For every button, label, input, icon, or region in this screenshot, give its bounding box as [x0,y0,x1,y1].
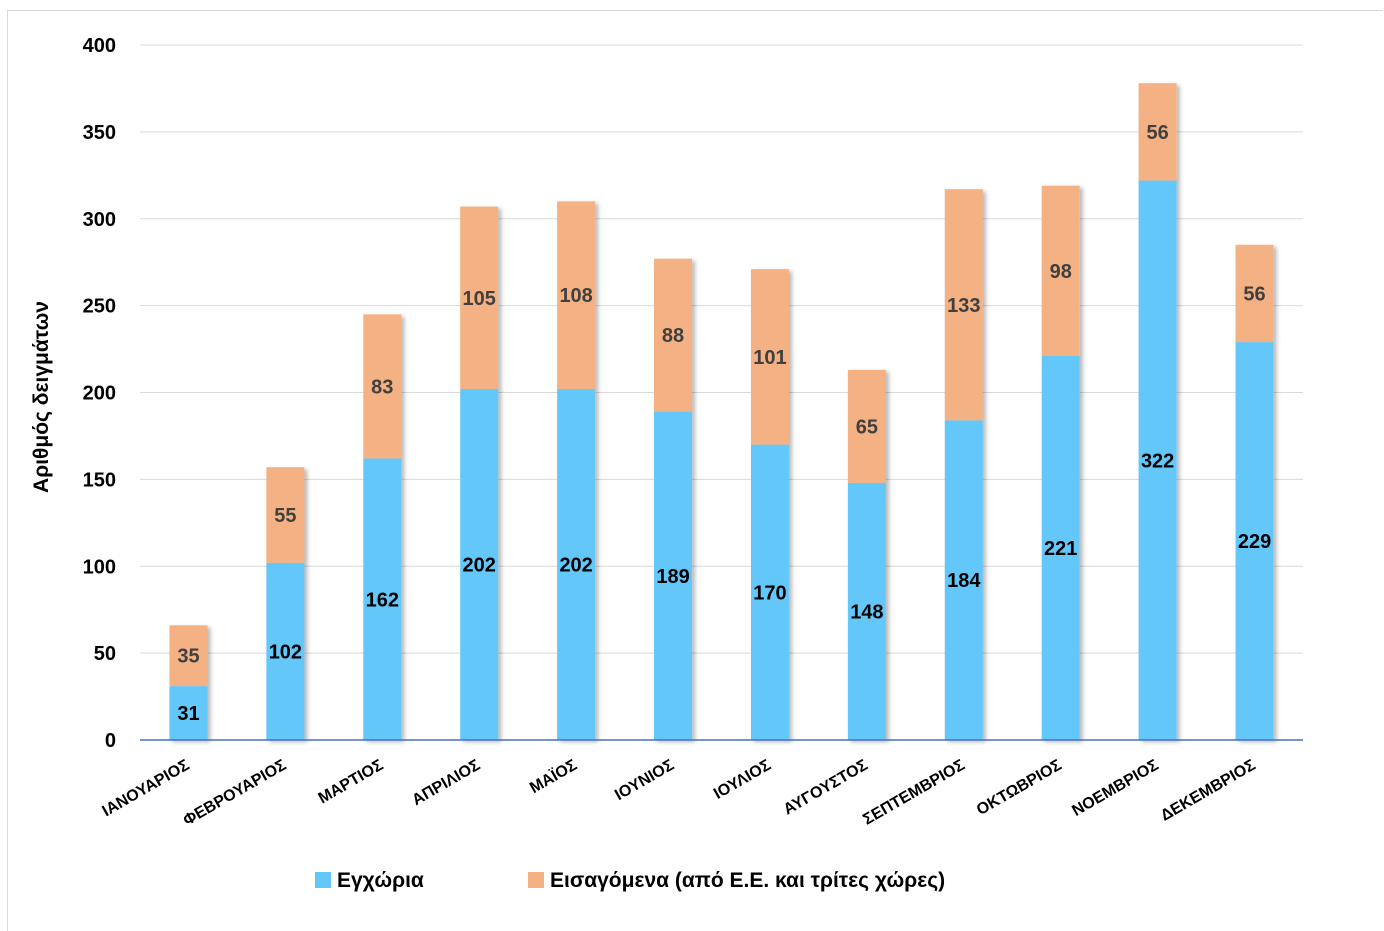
data-label: 202 [463,555,496,577]
bar-segment-domestic [944,420,983,740]
bar-stack [169,625,208,740]
y-tick-label: 400 [83,35,116,57]
x-tick-label: ΝΟΕΜΒΡΙΟΣ [1069,757,1162,820]
bar-segment-imported [557,201,596,390]
y-tick-label: 100 [83,556,116,578]
data-label: 184 [947,570,981,592]
data-label: 31 [177,703,199,725]
data-label: 65 [856,416,878,438]
bar-stack [266,467,305,740]
bar-segment-domestic [363,458,402,740]
bar-stack [557,201,596,740]
bar-segment-domestic [847,482,886,740]
x-tick-label: ΑΥΓΟΥΣΤΟΣ [781,757,871,819]
x-tick-label: ΜΑΡΤΙΟΣ [316,757,387,808]
x-tick-label: ΦΕΒΡΟΥΑΡΙΟΣ [180,757,289,830]
bar-segment-imported [1235,244,1274,343]
data-label: 56 [1147,122,1169,144]
data-label: 148 [850,601,883,623]
bar-stack [1235,244,1274,740]
bar-segment-domestic [557,389,596,740]
bar-segment-domestic [266,562,305,740]
y-tick-label: 50 [94,643,116,665]
bar-segment-domestic [1041,356,1080,740]
legend-label: Εγχώρια [337,869,424,892]
x-tick-label: ΜΑΪΟΣ [527,756,581,797]
data-label: 83 [371,376,393,398]
bar-segment-imported [169,625,208,687]
bar-segment-domestic [169,686,208,740]
bar-stack [1138,83,1177,740]
data-label: 98 [1050,261,1072,283]
bar-stack [847,369,886,740]
bar-stack [1041,185,1080,740]
bar-segment-imported [460,206,499,390]
gridlines [140,44,1303,654]
bar-stack [460,206,499,740]
data-label: 56 [1243,283,1265,305]
bar-segment-domestic [1138,180,1177,740]
y-axis-label: Αριθμός δειγμάτων [30,301,53,493]
bar-segment-domestic [750,444,789,740]
data-label: 88 [662,325,684,347]
chart-frame [7,10,1383,931]
bar-segment-domestic [460,389,499,740]
data-label: 162 [366,589,399,611]
y-tick-label: 350 [83,122,116,144]
data-label: 101 [753,347,786,369]
legend: Εγχώρια Εισαγόμενα (από Ε.Ε. και τρίτες χ… [315,869,945,892]
x-tick-label: ΙΟΥΝΙΟΣ [612,757,677,805]
x-tick-label: ΟΚΤΩΒΡΙΟΣ [974,757,1065,819]
data-label: 35 [177,646,199,668]
data-label: 105 [463,288,496,310]
bar-segment-imported [750,269,789,445]
data-label: 108 [559,285,592,307]
x-tick-label: ΙΑΝΟΥΑΡΙΟΣ [100,757,193,821]
legend-swatch [315,872,331,888]
legend-entry: Εισαγόμενα (από Ε.Ε. και τρίτες χώρες) [528,869,945,892]
legend-swatch [528,872,544,888]
y-axis-ticks: 0 50 100 150 200 250 300 350 400 [83,35,116,752]
bar-stack [944,189,983,740]
bars [169,83,1274,740]
y-tick-label: 300 [83,209,116,231]
legend-label: Εισαγόμενα (από Ε.Ε. και τρίτες χώρες) [550,869,945,892]
x-tick-label: ΔΕΚΕΜΒΡΙΟΣ [1158,757,1259,825]
bar-segment-imported [1138,83,1177,181]
bar-segment-imported [654,258,693,412]
data-label: 229 [1238,531,1271,553]
bar-segment-imported [847,369,886,483]
bar-stack [654,258,693,740]
y-tick-label: 250 [83,296,116,318]
bar-stack [363,314,402,740]
data-labels: 31 35 102 55 162 83 202 105 202 108 189 88 170 101 148… [177,122,1271,725]
data-label: 55 [274,505,296,527]
data-label: 202 [559,555,592,577]
bar-segment-imported [363,314,402,459]
y-tick-label: 200 [83,383,116,405]
bar-stack [750,269,789,740]
bar-segment-imported [1041,185,1080,357]
y-tick-label: 150 [83,469,116,491]
bar-segment-domestic [1235,342,1274,740]
x-tick-label: ΣΕΠΤΕΜΒΡΙΟΣ [860,757,968,829]
data-label: 189 [656,566,689,588]
legend-entry: Εγχώρια [315,869,424,892]
x-tick-label: ΑΠΡΙΛΙΟΣ [409,757,483,810]
bar-segment-domestic [654,411,693,740]
data-label: 221 [1044,538,1077,560]
data-label: 133 [947,295,980,317]
bar-segment-imported [266,467,305,563]
bar-segment-imported [944,189,983,421]
data-label: 322 [1141,450,1174,472]
data-label: 170 [753,582,786,604]
data-label: 102 [269,641,302,663]
x-tick-label: ΙΟΥΛΙΟΣ [711,757,774,803]
y-tick-label: 0 [105,730,116,752]
